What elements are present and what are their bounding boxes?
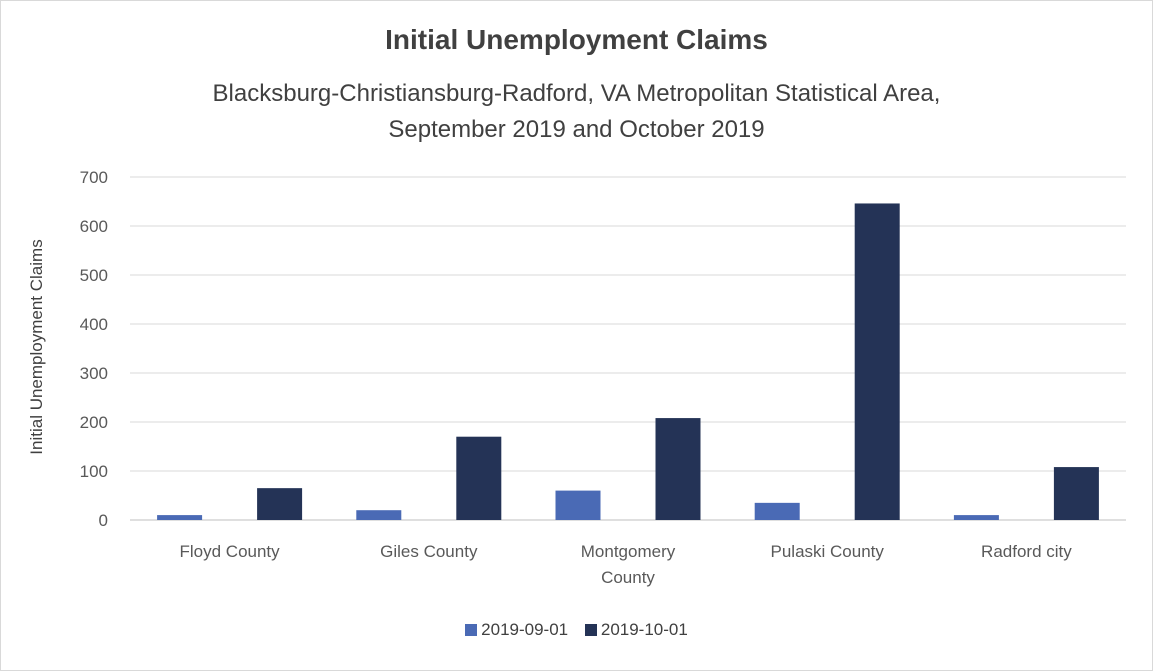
legend-swatch-series-1 <box>465 624 478 636</box>
subtitle-line-2: September 2019 and October 2019 <box>388 116 765 143</box>
chart-title: Initial Unemployment Claims <box>385 24 768 55</box>
x-tick-label: Floyd County <box>180 542 281 561</box>
bar-series-1 <box>953 515 999 520</box>
bar-series-1 <box>157 515 203 520</box>
bar-series-2 <box>456 436 502 520</box>
legend-label-series-2: 2019-10-01 <box>600 620 688 639</box>
y-tick-label: 700 <box>80 168 108 187</box>
bar-series-2 <box>1053 467 1099 520</box>
bar-series-2 <box>655 418 701 520</box>
chart-subtitle: Blacksburg-Christiansburg-Radford, VA Me… <box>0 76 1153 148</box>
x-tick-label: Montgomery <box>581 542 676 561</box>
y-tick-label: 400 <box>80 315 108 334</box>
x-tick-label: Pulaski County <box>771 542 885 561</box>
y-tick-label: 600 <box>80 217 108 236</box>
legend-item-series-1: 2019-09-01 <box>465 620 568 640</box>
bar-series-1 <box>555 490 601 520</box>
y-tick-label: 500 <box>80 266 108 285</box>
x-tick-label: Radford city <box>981 542 1072 561</box>
bar-series-2 <box>257 488 303 520</box>
x-tick-label: Giles County <box>380 542 478 561</box>
y-tick-label: 200 <box>80 413 108 432</box>
y-tick-label: 300 <box>80 364 108 383</box>
x-tick-label: County <box>601 568 655 587</box>
legend-label-series-1: 2019-09-01 <box>481 620 569 639</box>
legend: 2019-09-01 2019-10-01 <box>0 620 1153 640</box>
legend-swatch-series-2 <box>584 624 597 636</box>
bar-series-2 <box>854 203 900 520</box>
bar-series-1 <box>356 510 402 520</box>
subtitle-line-1: Blacksburg-Christiansburg-Radford, VA Me… <box>212 80 941 107</box>
bar-series-1 <box>754 502 800 520</box>
y-tick-label: 0 <box>99 511 108 530</box>
y-tick-label: 100 <box>80 462 108 481</box>
legend-item-series-2: 2019-10-01 <box>584 620 688 640</box>
